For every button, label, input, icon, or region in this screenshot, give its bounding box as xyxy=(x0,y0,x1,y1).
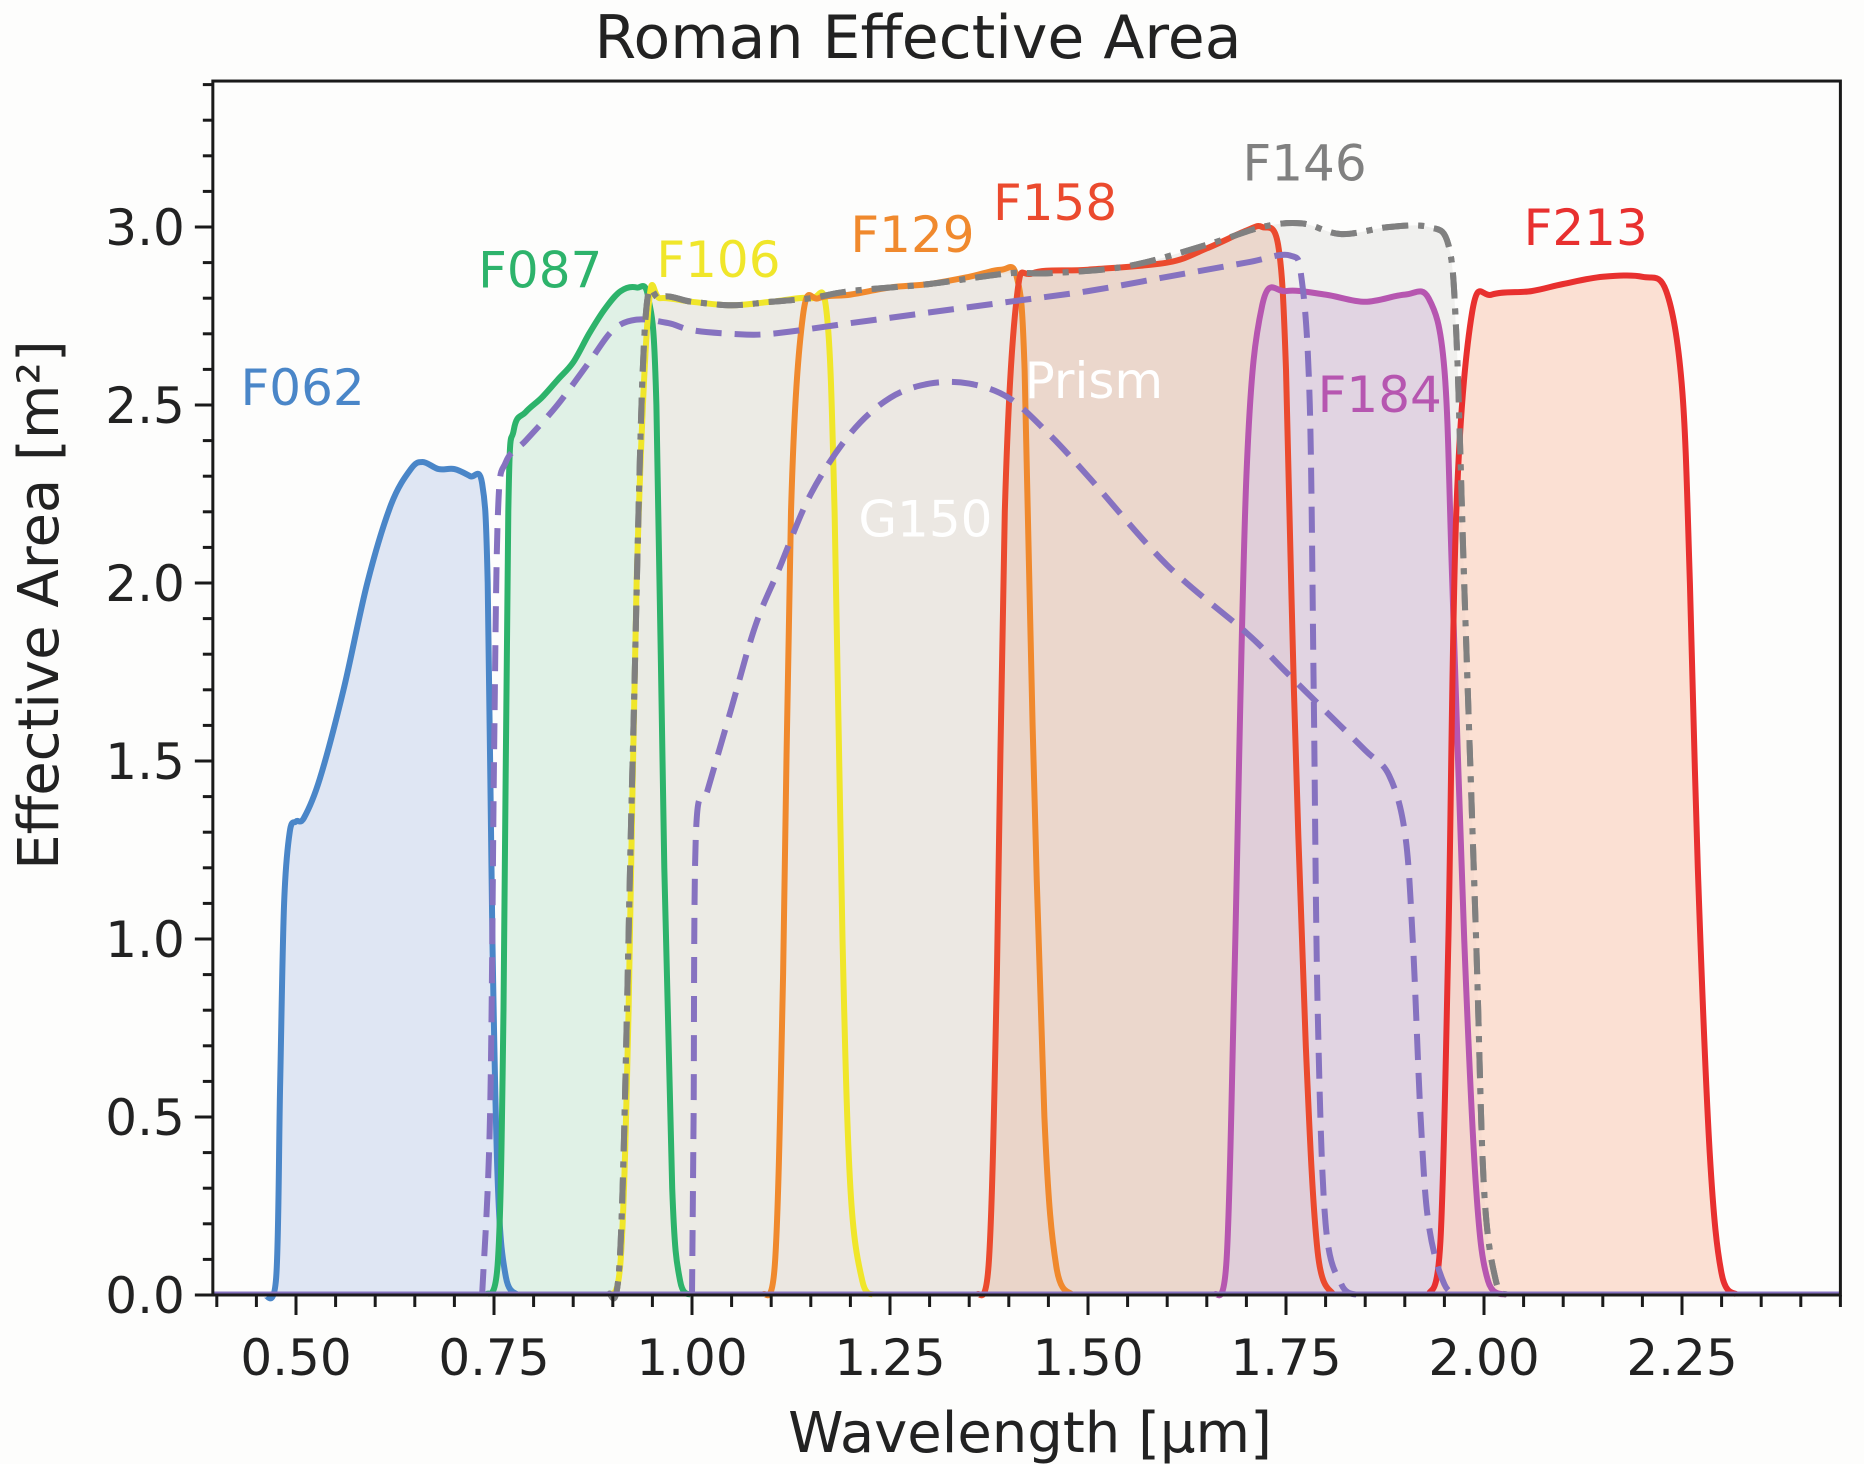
f184-label: F184 xyxy=(1318,366,1442,424)
x-axis-ticks: 0.50 0.75 1.00 1.25 1.50 1.75 2.00 2.25 xyxy=(215,1295,1842,1387)
y-tick-label: 1.0 xyxy=(105,911,185,969)
y-axis-ticks: 0.0 0.5 1.0 1.5 2.0 2.5 3.0 xyxy=(105,83,213,1325)
prism-curve xyxy=(479,251,1359,1298)
x-tick-label: 0.75 xyxy=(438,1329,549,1387)
x-axis-label: Wavelength [μm] xyxy=(788,1401,1272,1464)
x-tick-label: 2.25 xyxy=(1626,1329,1737,1387)
y-tick-label: 0.0 xyxy=(105,1267,185,1325)
x-tick-label: 1.75 xyxy=(1230,1329,1341,1387)
y-axis-label: Effective Area [m²] xyxy=(7,340,72,869)
f062-curve xyxy=(261,459,521,1302)
f146-label: F146 xyxy=(1242,135,1366,193)
f087-curve xyxy=(483,283,695,1298)
f129-label: F129 xyxy=(850,206,974,264)
x-tick-label: 1.50 xyxy=(1032,1329,1143,1387)
prism-label: Prism xyxy=(1025,352,1163,410)
g150-label: G150 xyxy=(858,491,992,549)
f184-curve xyxy=(1211,284,1510,1299)
f158-label: F158 xyxy=(993,174,1117,232)
f213-fill-area xyxy=(1428,275,1738,1295)
series-lines xyxy=(212,219,1841,1302)
x-tick-label: 2.00 xyxy=(1428,1329,1539,1387)
f146-curve-overlay xyxy=(605,219,1511,1302)
chart-title: Roman Effective Area xyxy=(595,3,1242,73)
x-tick-label: 1.00 xyxy=(636,1329,747,1387)
f062-label: F062 xyxy=(241,359,365,417)
y-tick-label: 2.0 xyxy=(105,555,185,613)
f213-label: F213 xyxy=(1524,199,1648,257)
series-labels: F062 F087 F106 F129 F146 F158 F184 F213 Prism G15… xyxy=(241,135,1648,549)
y-tick-label: 0.5 xyxy=(105,1089,185,1147)
x-tick-label: 0.50 xyxy=(240,1329,351,1387)
f062-fill-area xyxy=(264,462,518,1299)
x-tick-label: 1.25 xyxy=(834,1329,945,1387)
f213-curve xyxy=(1425,272,1740,1298)
f087-label: F087 xyxy=(478,242,602,300)
f158-curve xyxy=(974,223,1337,1299)
plot-frame xyxy=(211,79,1842,1297)
y-tick-label: 1.5 xyxy=(105,733,185,791)
g150-curve xyxy=(689,378,1462,1298)
y-tick-label: 3.0 xyxy=(105,199,185,257)
f106-label: F106 xyxy=(656,231,780,289)
y-tick-label: 2.5 xyxy=(105,377,185,435)
